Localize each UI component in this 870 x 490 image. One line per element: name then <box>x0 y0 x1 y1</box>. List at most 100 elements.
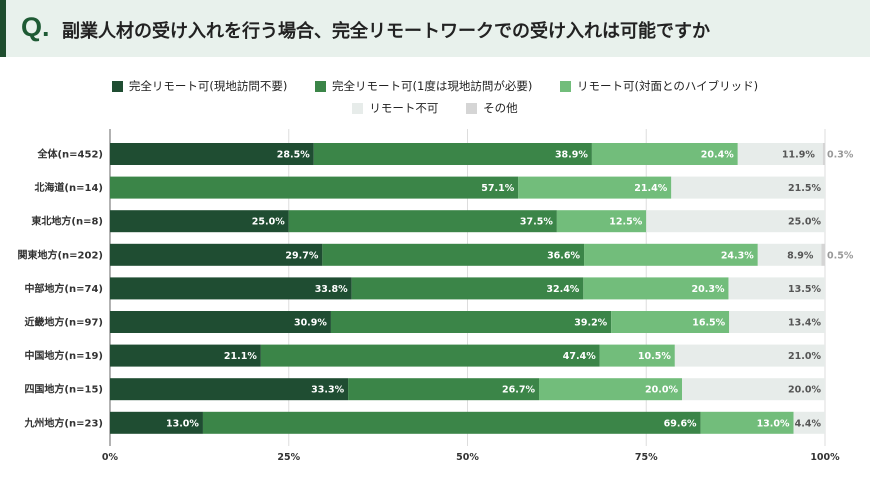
bar-segment <box>110 176 519 199</box>
data-label: 25.0% <box>788 217 821 228</box>
bar-segment <box>728 277 825 300</box>
bar-segment <box>591 143 738 165</box>
legend-item: 完全リモート可(現地訪問不要) <box>111 78 288 94</box>
bar-segment <box>330 311 612 333</box>
data-label: 36.6% <box>547 250 580 261</box>
category-label: 北海道(n=14) <box>34 181 103 194</box>
data-label: 21.0% <box>788 351 821 362</box>
data-label: 21.5% <box>788 183 821 194</box>
bar-segment <box>539 378 682 401</box>
bar-segment <box>757 243 822 266</box>
x-tick-label: 75% <box>635 452 658 463</box>
category-label: 四国地方(n=15) <box>24 383 103 396</box>
legend-swatch <box>352 102 364 114</box>
bar-segment <box>646 210 825 233</box>
data-label: 57.1% <box>481 183 514 194</box>
legend-label: 完全リモート可(1度は現地訪問が必要) <box>332 79 533 93</box>
data-label: 16.5% <box>692 318 725 329</box>
data-label: 47.4% <box>563 351 596 362</box>
bar-segment <box>611 311 730 333</box>
data-label: 37.5% <box>520 217 553 228</box>
question-header: Q. 副業人材の受け入れを行う場合、完全リモートワークでの受け入れは可能ですか <box>0 0 870 57</box>
legend-row-2: リモート不可 その他 <box>0 100 870 117</box>
data-label: 13.4% <box>788 318 821 329</box>
x-tick-label: 100% <box>810 452 840 463</box>
data-label: 24.3% <box>721 250 754 261</box>
data-label: 26.7% <box>502 385 535 396</box>
data-label: 13.0% <box>166 418 199 429</box>
legend-item: リモート不可 <box>352 100 438 116</box>
data-label: 20.3% <box>692 284 725 295</box>
bar-segment <box>583 277 729 300</box>
legend-label: その他 <box>483 101 518 115</box>
legend-row-1: 完全リモート可(現地訪問不要) 完全リモート可(1度は現地訪問が必要) リモート… <box>0 78 870 95</box>
data-label: 12.5% <box>609 217 642 228</box>
category-label: 中国地方(n=19) <box>24 349 103 362</box>
data-label: 29.7% <box>285 250 318 261</box>
data-label: 10.5% <box>638 351 671 362</box>
bar-segment <box>700 411 794 434</box>
data-label: 13.0% <box>757 418 790 429</box>
bar-segment <box>599 344 675 367</box>
bar-segment <box>729 311 825 333</box>
bar-segment <box>518 176 672 199</box>
legend-swatch <box>559 80 571 92</box>
legend-swatch <box>111 80 123 92</box>
bar-segment <box>737 143 823 165</box>
bar-segment <box>110 311 331 333</box>
data-label: 32.4% <box>546 284 579 295</box>
legend-swatch <box>466 102 478 114</box>
bar-segment <box>351 277 584 300</box>
legend-item: その他 <box>466 100 518 116</box>
data-label: 28.5% <box>277 150 310 161</box>
category-label: 近畿地方(n=97) <box>24 316 103 329</box>
data-label: 13.5% <box>788 284 821 295</box>
x-tick-label: 50% <box>456 452 479 463</box>
legend-label: リモート可(対面とのハイブリッド) <box>576 79 759 93</box>
data-label: 21.1% <box>224 351 257 362</box>
bar-segment <box>682 378 825 401</box>
bar-segment <box>288 210 557 233</box>
bar-segment <box>584 243 758 266</box>
data-label: 11.9% <box>782 150 815 161</box>
legend-item: リモート可(対面とのハイブリッド) <box>559 78 759 94</box>
header-accent-bar <box>0 0 6 57</box>
bar-segment <box>110 344 261 367</box>
chart-title: 副業人材の受け入れを行う場合、完全リモートワークでの受け入れは可能ですか <box>62 21 710 42</box>
bar-segment <box>110 277 352 300</box>
bar-segment <box>202 411 701 434</box>
data-label: 20.0% <box>645 385 678 396</box>
data-label: 33.3% <box>311 385 344 396</box>
data-label: 69.6% <box>664 418 697 429</box>
bar-segment <box>793 411 825 434</box>
legend-label: 完全リモート可(現地訪問不要) <box>128 79 288 93</box>
bar-segment <box>110 411 203 434</box>
bar-segment <box>110 143 314 165</box>
data-label: 20.4% <box>701 150 734 161</box>
legend-item: 完全リモート可(1度は現地訪問が必要) <box>315 78 532 94</box>
data-label: 8.9% <box>787 250 814 261</box>
category-label: 東北地方(n=8) <box>31 215 103 228</box>
data-label: 38.9% <box>555 150 588 161</box>
x-tick-label: 25% <box>277 452 300 463</box>
category-label: 全体(n=452) <box>36 148 103 161</box>
bar-segment <box>110 378 349 401</box>
bar-segment <box>348 378 539 401</box>
bar-segment <box>822 143 825 165</box>
legend-label: リモート不可 <box>369 101 439 115</box>
bar-segment <box>556 210 647 233</box>
bar-segment <box>313 143 592 165</box>
data-label: 4.4% <box>795 418 822 429</box>
question-marker: Q. <box>21 12 50 42</box>
bar-segment <box>260 344 600 367</box>
bar-segment <box>322 243 585 266</box>
data-label: 0.5% <box>827 250 854 261</box>
category-label: 関東地方(n=202) <box>17 248 103 261</box>
bar-segment <box>821 243 825 266</box>
bar-segment <box>674 344 825 367</box>
data-label: 33.8% <box>315 284 348 295</box>
data-label: 25.0% <box>252 217 285 228</box>
data-label: 39.2% <box>574 318 607 329</box>
category-label: 九州地方(n=23) <box>23 416 103 429</box>
